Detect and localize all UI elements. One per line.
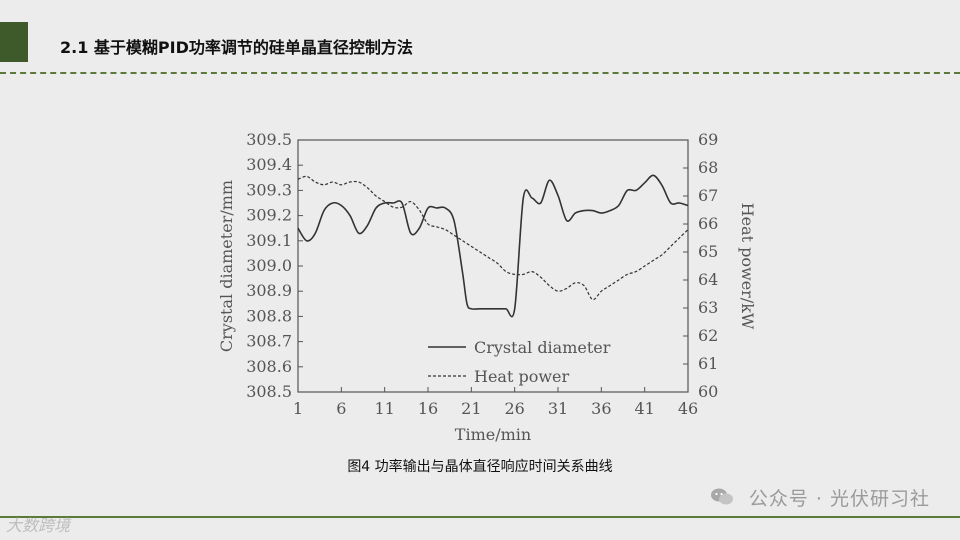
y-left-tick-label: 308.6 <box>246 357 292 376</box>
y-left-tick-label: 308.8 <box>246 306 292 325</box>
y-right-tick-label: 64 <box>698 270 718 289</box>
series-line-crystal-diameter <box>297 174 689 318</box>
x-tick-label: 36 <box>591 399 611 418</box>
page-title: 2.1 基于模糊PID功率调节的硅单晶直径控制方法 <box>60 38 413 57</box>
y-left-axis-label: Crystal diameter/mm <box>217 180 236 352</box>
accent-bar <box>0 22 28 62</box>
y-right-tick-label: 61 <box>698 354 718 373</box>
x-tick-label: 1 <box>293 399 303 418</box>
watermark-text: 公众号 · 光伏研习社 <box>748 488 930 510</box>
x-tick-label: 31 <box>548 399 568 418</box>
figure-caption: 图4 功率输出与晶体直径响应时间关系曲线 <box>347 459 613 475</box>
series-line-heat-power <box>297 175 689 301</box>
x-tick-label: 26 <box>504 399 524 418</box>
y-left-tick-label: 309.1 <box>246 231 292 250</box>
y-right-tick-label: 67 <box>698 186 718 205</box>
title-divider <box>0 72 960 74</box>
y-left-tick-label: 309.4 <box>246 155 292 174</box>
x-tick-label: 21 <box>461 399 481 418</box>
x-tick-label: 46 <box>678 399 698 418</box>
y-right-tick-label: 62 <box>698 326 718 345</box>
watermark: 公众号 · 光伏研习社 <box>710 484 930 512</box>
y-right-tick-label: 69 <box>698 130 718 149</box>
y-right-tick-label: 63 <box>698 298 718 317</box>
x-tick-label: 11 <box>374 399 394 418</box>
y-left-tick-label: 308.5 <box>246 382 292 401</box>
y-right-axis-label: Heat power/kW <box>738 203 757 330</box>
y-left-tick-label: 308.9 <box>246 281 292 300</box>
legend-label: Heat power <box>474 367 570 386</box>
x-tick-label: 6 <box>336 399 346 418</box>
y-left-tick-label: 309.3 <box>246 180 292 199</box>
y-right-tick-label: 65 <box>698 242 718 261</box>
legend-label: Crystal diameter <box>474 338 611 357</box>
y-left-tick-label: 309.0 <box>246 256 292 275</box>
y-right-tick-label: 68 <box>698 158 718 177</box>
y-left-tick-label: 309.2 <box>246 206 292 225</box>
x-axis-label: Time/min <box>455 425 531 444</box>
y-left-tick-label: 309.5 <box>246 130 292 149</box>
y-left-tick-label: 308.7 <box>246 332 292 351</box>
x-tick-label: 41 <box>634 399 654 418</box>
y-right-tick-label: 60 <box>698 382 718 401</box>
y-right-tick-label: 66 <box>698 214 718 233</box>
logo: 大数跨境 <box>6 516 71 535</box>
x-tick-label: 16 <box>418 399 438 418</box>
wechat-icon <box>710 487 734 512</box>
bottom-rule <box>0 516 960 518</box>
